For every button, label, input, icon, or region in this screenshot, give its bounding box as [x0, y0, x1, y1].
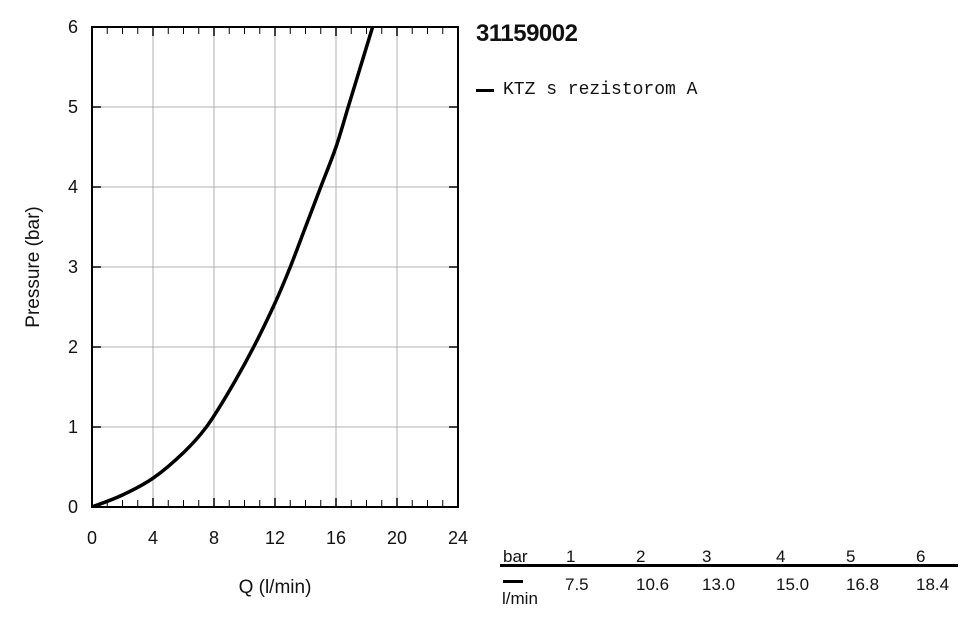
x-tick-label: 8 — [209, 528, 219, 548]
table-flow-label: l/min — [502, 589, 538, 608]
y-tick-label: 5 — [68, 97, 78, 117]
table-bar-cell: 4 — [776, 547, 786, 566]
table-bar-cell: 2 — [636, 547, 646, 566]
x-tick-label: 24 — [448, 528, 468, 548]
table-line-swatch — [503, 580, 523, 583]
x-tick-label: 20 — [387, 528, 407, 548]
table-flow-cell: 10.6 — [636, 575, 670, 594]
x-axis-title: Q (l/min) — [239, 577, 312, 598]
y-tick-label: 3 — [68, 257, 78, 277]
table-flow-cell: 18.4 — [916, 575, 950, 594]
series-line — [92, 27, 375, 507]
table-flow-cell: 13.0 — [702, 575, 736, 594]
legend-swatch — [476, 88, 494, 92]
values-table: bar l/min 1 2 3 4 5 6 7.5 10.6 13.0 15.0… — [500, 544, 958, 614]
table-bar-cell: 1 — [566, 547, 576, 566]
x-tick-label: 4 — [148, 528, 158, 548]
grid-lines — [92, 27, 458, 507]
y-tick-label: 6 — [68, 17, 78, 37]
minor-ticks — [106, 27, 444, 507]
data-series — [92, 27, 375, 507]
table-flow-cell: 15.0 — [776, 575, 810, 594]
y-tick-label: 2 — [68, 337, 78, 357]
plot-frame — [91, 26, 459, 508]
y-tick-label: 4 — [68, 177, 78, 197]
y-axis-title: Pressure (bar) — [23, 206, 44, 327]
x-tick-label: 16 — [326, 528, 346, 548]
table-bar-label: bar — [503, 547, 528, 566]
table-bar-cell: 3 — [702, 547, 712, 566]
table-bar-cell: 5 — [846, 547, 856, 566]
x-tick-labels: 0 4 8 12 16 20 24 — [87, 528, 468, 548]
table-bar-cell: 6 — [916, 547, 926, 566]
table-rule — [500, 564, 958, 567]
y-tick-label: 0 — [68, 497, 78, 517]
legend: KTZ s rezistorom A — [476, 80, 697, 100]
x-tick-label: 12 — [265, 528, 285, 548]
y-tick-label: 1 — [68, 417, 78, 437]
x-tick-label: 0 — [87, 528, 97, 548]
table-flow-cell: 16.8 — [846, 575, 880, 594]
legend-label: KTZ s rezistorom A — [503, 80, 698, 100]
chart-title: 31159002 — [476, 20, 578, 47]
y-tick-labels: 0 1 2 3 4 5 6 — [68, 17, 78, 517]
table-flow-cell: 7.5 — [565, 575, 589, 594]
